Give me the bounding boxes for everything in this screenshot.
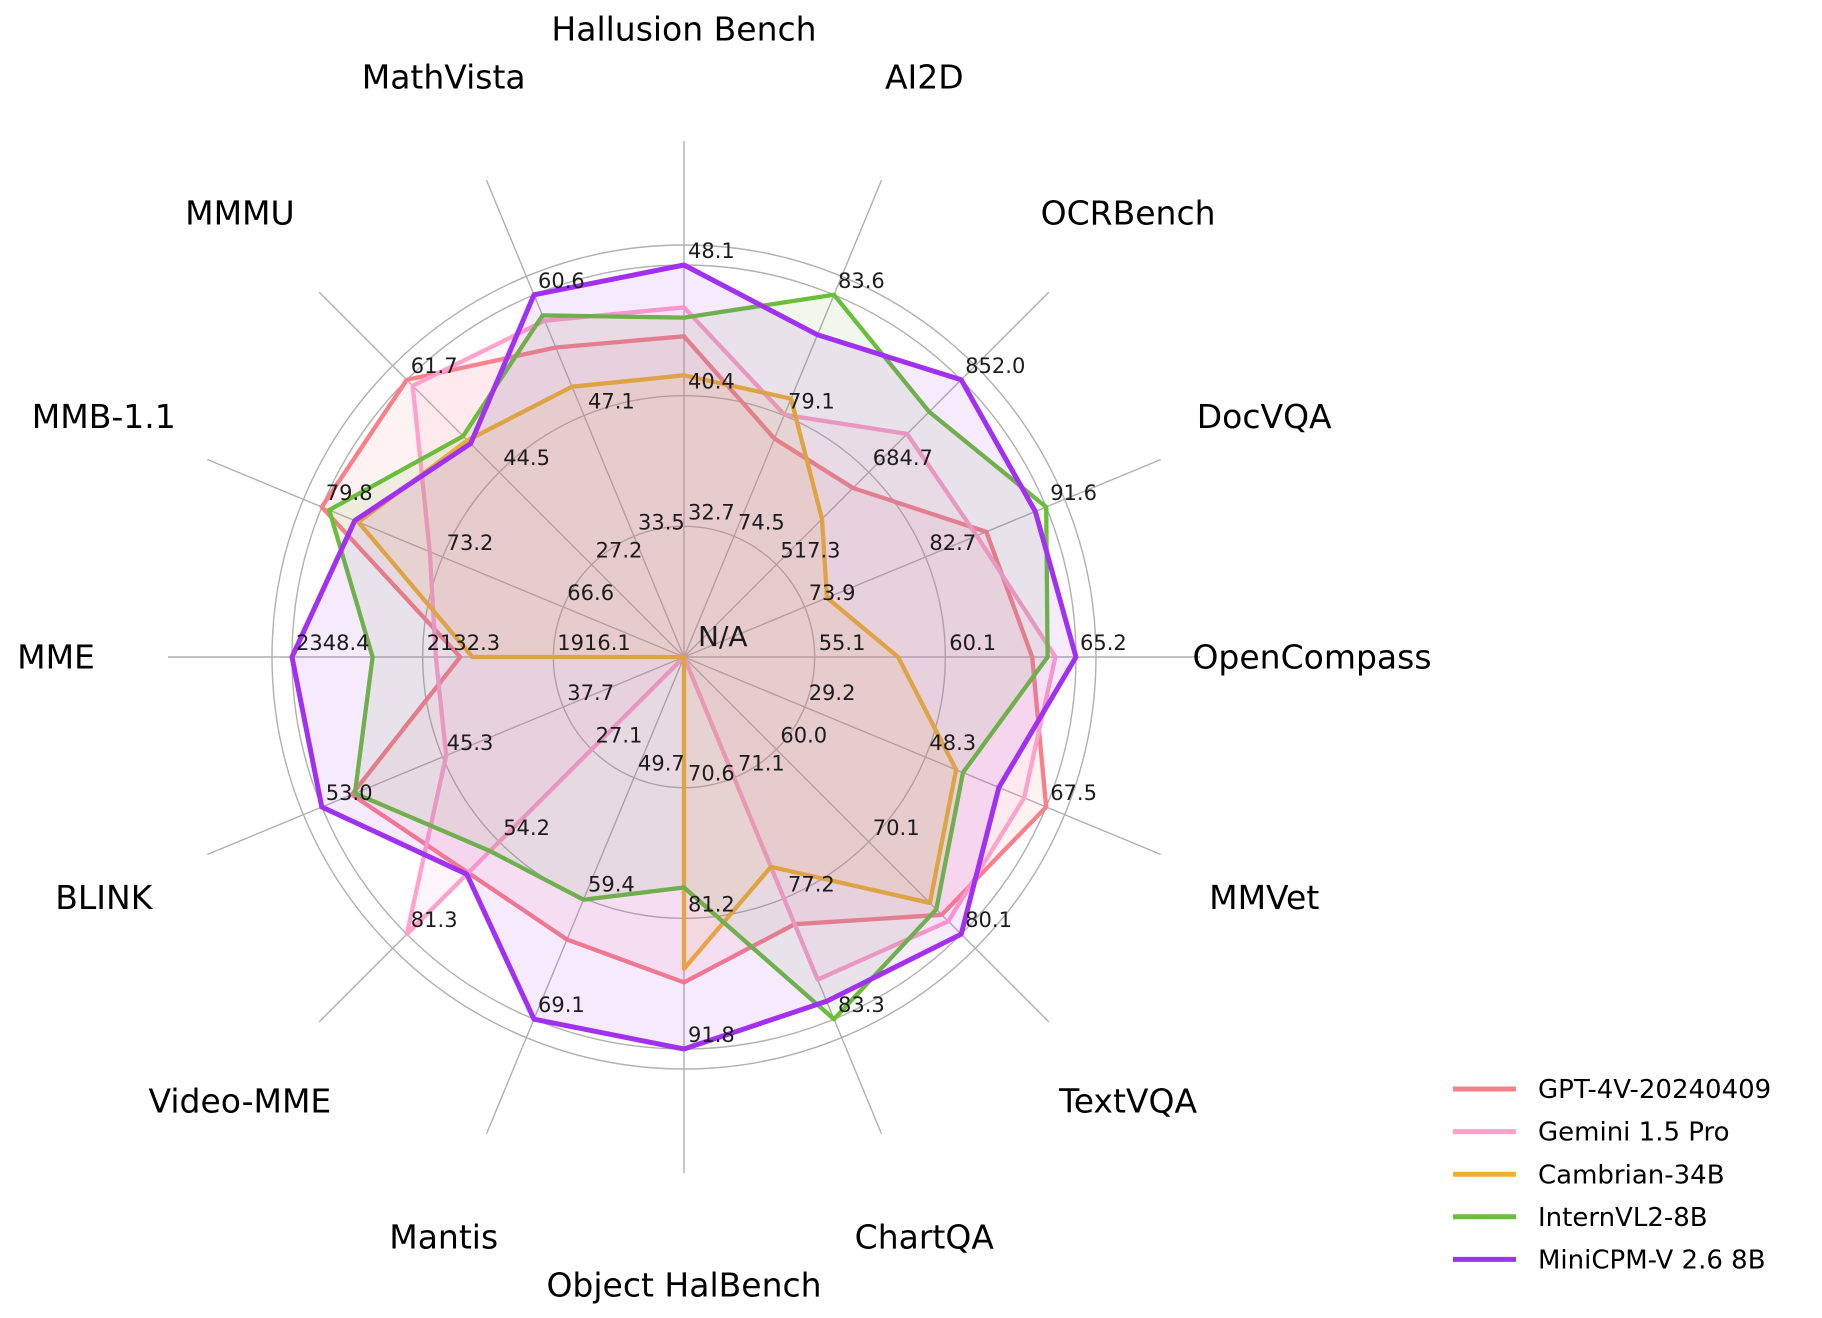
- axis-spoke-docvqa: [683, 458, 1161, 658]
- axis-title-mme: MME: [17, 638, 95, 677]
- axis-title-mmb-1-1: MMB-1.1: [32, 397, 176, 436]
- legend-item-cambrian-34b: Cambrian-34B: [1453, 1160, 1725, 1190]
- tick-label-mantis-3: 69.1: [538, 993, 585, 1017]
- axis-title-video-mme: Video-MME: [149, 1082, 332, 1121]
- tick-label-mmb-1-1-1: 66.6: [567, 581, 614, 605]
- tick-label-video-mme-2: 54.2: [503, 816, 550, 840]
- tick-label-blink-2: 45.3: [447, 731, 494, 755]
- tick-label-ocrbench-2: 684.7: [873, 446, 933, 470]
- legend-label-minicpm-v-2-6-8b: MiniCPM-V 2.6 8B: [1538, 1246, 1766, 1276]
- tick-label-ai2d-1: 74.5: [738, 510, 785, 534]
- legend-item-gpt-4v-20240409: GPT-4V-20240409: [1453, 1075, 1771, 1105]
- axis-title-mantis: Mantis: [389, 1218, 498, 1257]
- axis-title-ai2d: AI2D: [885, 57, 964, 96]
- axis-title-mmvet: MMVet: [1209, 878, 1319, 917]
- tick-label-mmmu-2: 44.5: [503, 446, 550, 470]
- tick-label-ai2d-2: 79.1: [788, 390, 835, 414]
- tick-label-hallusion-bench-3: 48.1: [688, 239, 735, 263]
- ring-tick-labels: 32.7 40.4 48.1 74.5 79.1 83.6 517.3 684.7 852.0 7…: [296, 239, 1127, 1047]
- legend-label-cambrian-34b: Cambrian-34B: [1538, 1160, 1725, 1190]
- axis-spoke-textvqa: [683, 656, 1050, 1023]
- tick-label-ocrbench-3: 852.0: [965, 354, 1025, 378]
- legend-label-gemini-1-5-pro: Gemini 1.5 Pro: [1538, 1118, 1730, 1148]
- axis-title-hallusion-bench: Hallusion Bench: [551, 10, 816, 49]
- tick-label-chartqa-1: 71.1: [738, 752, 785, 776]
- tick-label-hallusion-bench-2: 40.4: [688, 370, 735, 394]
- tick-label-mantis-1: 49.7: [638, 752, 685, 776]
- tick-label-opencompass-3: 65.2: [1080, 631, 1127, 655]
- axis-title-docvqa: DocVQA: [1197, 397, 1332, 436]
- tick-label-docvqa-1: 73.9: [809, 581, 856, 605]
- legend-item-internvl2-8b: InternVL2-8B: [1453, 1203, 1708, 1233]
- axis-spoke-mmmu: [318, 291, 685, 658]
- tick-label-mathvista-3: 60.6: [538, 269, 585, 293]
- tick-label-mantis-2: 59.4: [588, 872, 635, 896]
- axis-spoke-mathvista: [485, 180, 685, 658]
- axis-spoke-ai2d: [683, 180, 883, 658]
- center-na-label: N/A: [698, 620, 748, 653]
- legend: GPT-4V-20240409 Gemini 1.5 Pro Cambrian-34…: [1453, 1075, 1771, 1276]
- tick-label-mmb-1-1-2: 73.2: [447, 531, 494, 555]
- tick-label-docvqa-3: 91.6: [1050, 481, 1097, 505]
- axis-title-textvqa: TextVQA: [1058, 1082, 1197, 1121]
- tick-label-mathvista-1: 33.5: [638, 510, 685, 534]
- tick-label-mmmu-3: 61.7: [411, 354, 458, 378]
- axis-title-opencompass: OpenCompass: [1192, 638, 1431, 677]
- tick-label-video-mme-1: 27.1: [596, 723, 643, 747]
- tick-label-mmmu-1: 27.2: [596, 539, 643, 563]
- tick-label-hallusion-bench-1: 32.7: [688, 500, 735, 524]
- legend-item-gemini-1-5-pro: Gemini 1.5 Pro: [1453, 1118, 1730, 1148]
- tick-label-mme-1: 1916.1: [557, 631, 630, 655]
- tick-label-ai2d-3: 83.6: [838, 269, 885, 293]
- tick-label-docvqa-2: 82.7: [929, 531, 976, 555]
- tick-label-video-mme-3: 81.3: [411, 908, 458, 932]
- tick-label-mmb-1-1-3: 79.8: [326, 481, 373, 505]
- axis-title-ocrbench: OCRBench: [1041, 194, 1216, 233]
- tick-label-mathvista-2: 47.1: [588, 390, 635, 414]
- axis-title-mmmu: MMMU: [185, 194, 295, 233]
- tick-label-object-halbench-2: 81.2: [688, 892, 735, 916]
- tick-label-mmvet-2: 48.3: [929, 731, 976, 755]
- series-polygon-gemini-1-5-pro: [404, 305, 1058, 982]
- series-polygon-minicpm-v-2-6-8b: [289, 262, 1079, 1052]
- tick-label-textvqa-3: 80.1: [965, 908, 1012, 932]
- tick-label-object-halbench-3: 91.8: [688, 1023, 735, 1047]
- axis-title-blink: BLINK: [55, 878, 153, 917]
- axis-title-object-halbench: Object HalBench: [546, 1266, 821, 1305]
- tick-label-textvqa-2: 70.1: [873, 816, 920, 840]
- axis-spoke-mmvet: [683, 656, 1161, 856]
- tick-label-ocrbench-1: 517.3: [780, 539, 840, 563]
- axis-title-chartqa: ChartQA: [855, 1218, 995, 1257]
- tick-label-mme-2: 2132.3: [427, 631, 500, 655]
- legend-item-minicpm-v-2-6-8b: MiniCPM-V 2.6 8B: [1453, 1246, 1766, 1276]
- series-polygon-internvl2-8b: [327, 292, 1050, 1022]
- tick-label-mmvet-3: 67.5: [1050, 781, 1097, 805]
- axis-spoke-mantis: [485, 656, 685, 1134]
- tick-label-mme-3: 2348.4: [296, 631, 369, 655]
- tick-label-object-halbench-1: 70.6: [688, 762, 735, 786]
- tick-label-chartqa-2: 77.2: [788, 872, 835, 896]
- legend-label-gpt-4v-20240409: GPT-4V-20240409: [1538, 1075, 1771, 1105]
- axis-title-mathvista: MathVista: [362, 57, 526, 96]
- axis-spoke-mmb-1-1: [207, 458, 685, 658]
- axis-titles: Hallusion Bench AI2D OCRBench DocVQA OpenCom…: [17, 10, 1431, 1305]
- tick-label-mmvet-1: 29.2: [809, 681, 856, 705]
- tick-label-opencompass-2: 60.1: [949, 631, 996, 655]
- tick-label-opencompass-1: 55.1: [819, 631, 866, 655]
- legend-label-internvl2-8b: InternVL2-8B: [1538, 1203, 1708, 1233]
- axis-spoke-ocrbench: [683, 291, 1050, 658]
- tick-label-textvqa-1: 60.0: [780, 723, 827, 747]
- tick-label-blink-3: 53.0: [326, 781, 373, 805]
- tick-label-blink-1: 37.7: [567, 681, 614, 705]
- tick-label-chartqa-3: 83.3: [838, 993, 885, 1017]
- series-polygons: [289, 262, 1079, 1052]
